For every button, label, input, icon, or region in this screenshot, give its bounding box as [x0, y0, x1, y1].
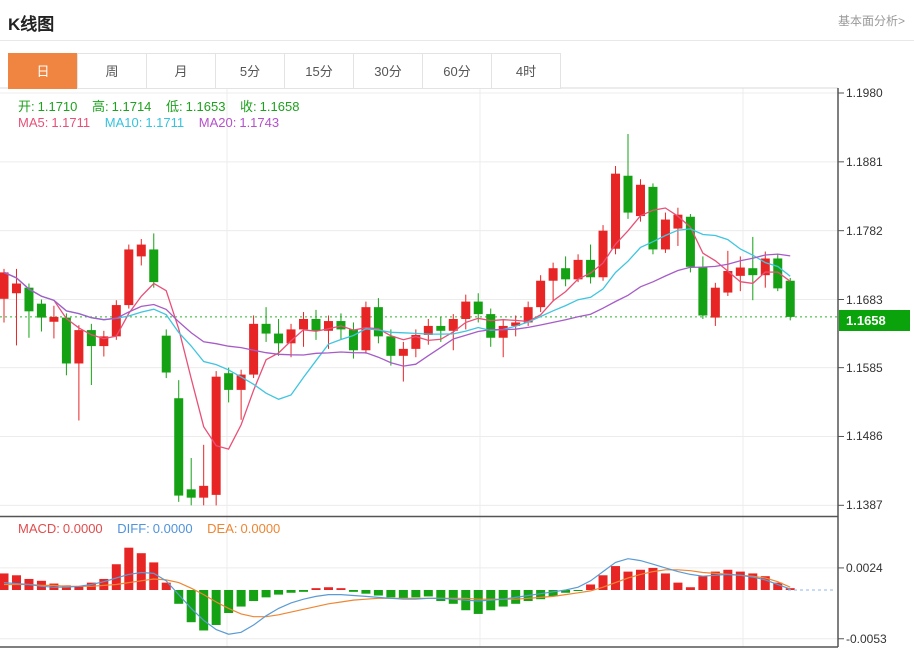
- tab-60min[interactable]: 60分: [422, 53, 492, 89]
- tab-day[interactable]: 日: [8, 53, 78, 89]
- tab-week[interactable]: 周: [77, 53, 147, 89]
- tab-4hour[interactable]: 4时: [491, 53, 561, 89]
- price-tick-label: 1.1683: [846, 292, 883, 307]
- macd-tick-label: 0.0024: [846, 560, 883, 575]
- interval-tab-bar: 日 周 月 5分 15分 30分 60分 4时: [8, 53, 561, 89]
- header-divider: [0, 40, 914, 41]
- price-tick-label: 1.1585: [846, 360, 883, 375]
- price-tick-label: 1.1486: [846, 429, 883, 444]
- current-price-badge: 1.1658: [839, 310, 910, 331]
- page-title: K线图: [8, 15, 55, 34]
- macd-tick-label: -0.0053: [846, 631, 887, 646]
- fundamental-analysis-link[interactable]: 基本面分析>: [837, 14, 905, 28]
- tab-month[interactable]: 月: [146, 53, 216, 89]
- price-tick-label: 1.1387: [846, 498, 883, 513]
- tab-15min[interactable]: 15分: [284, 53, 354, 89]
- price-tick-label: 1.1782: [846, 223, 883, 238]
- price-tick-label: 1.1980: [846, 86, 883, 100]
- price-tick-label: 1.1881: [846, 154, 883, 169]
- tab-5min[interactable]: 5分: [215, 53, 285, 89]
- tab-30min[interactable]: 30分: [353, 53, 423, 89]
